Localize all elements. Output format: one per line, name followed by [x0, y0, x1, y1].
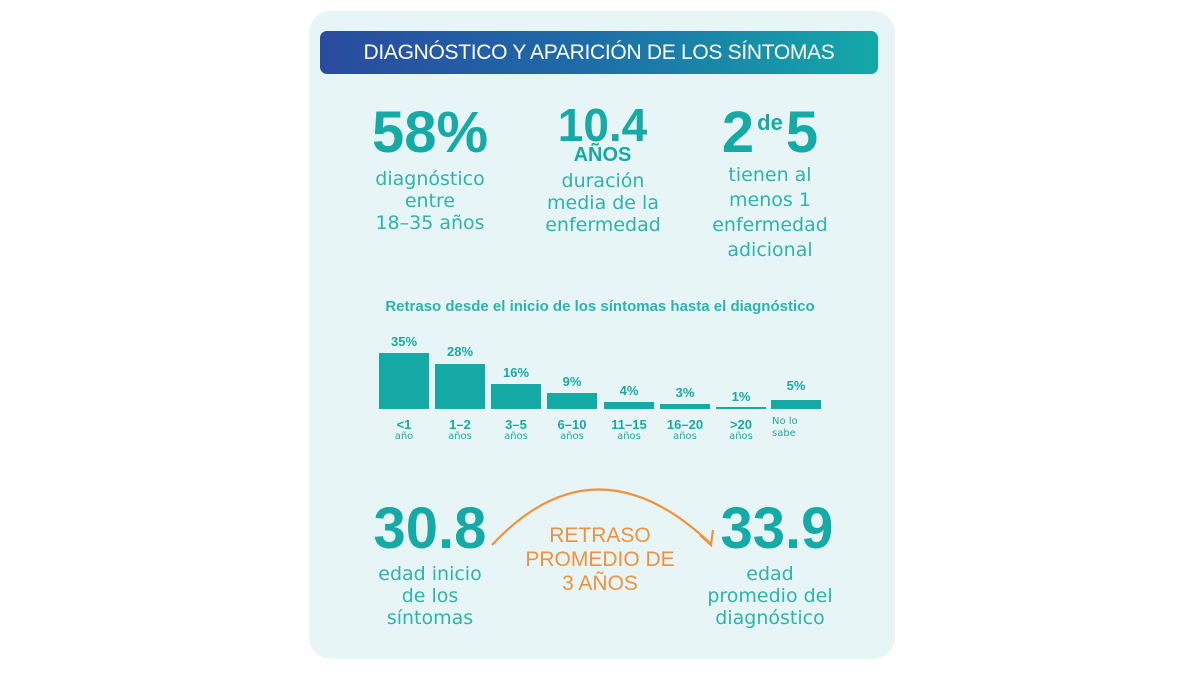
infographic-card: [309, 11, 895, 659]
arrow-icon: [491, 488, 715, 548]
bar-label: 11–15 años: [611, 417, 647, 442]
bar-label: 1–2 años: [448, 417, 472, 442]
stat-58-desc: diagnóstico entre 18–35 años: [375, 168, 485, 234]
diagnosis-age-desc: edad promedio del diagnóstico: [707, 563, 833, 629]
bar-label: No lo sabe: [772, 416, 798, 439]
bar-value: 5%: [786, 378, 806, 393]
header-title: DIAGNÓSTICO Y APARICIÓN DE LOS SÍNTOMAS: [363, 40, 835, 64]
bar-label: 6–10 años: [557, 417, 587, 442]
bar-3-5: [491, 384, 541, 409]
bar-value: 9%: [562, 374, 582, 389]
bar-1-2: [435, 364, 485, 409]
bar-value: 3%: [675, 385, 695, 400]
bar-value: 16%: [502, 365, 530, 380]
onset-age-value: 30.8: [373, 496, 487, 561]
bar-label: <1 año: [394, 417, 414, 442]
bar-lt1: [379, 353, 429, 409]
bar-no-lo-sabe: [771, 400, 821, 409]
bar-16-20: [660, 404, 710, 409]
bar-value: 35%: [390, 334, 418, 349]
stat-2-de-5: 2 de5: [721, 100, 819, 165]
onset-age-desc: edad inicio de los síntomas: [378, 563, 482, 629]
stat-10-4-desc: duración media de la enfermedad: [545, 170, 661, 236]
bar-value: 1%: [731, 389, 751, 404]
stat-2-de-5-desc: tienen al menos 1 enfermedad adicional: [712, 164, 828, 261]
bar-value: 28%: [446, 344, 474, 359]
stat-58-percent: 58%: [371, 100, 489, 165]
bar-6-10: [547, 393, 597, 409]
bar-value: 4%: [619, 383, 639, 398]
bar-label: 16–20 años: [666, 417, 704, 442]
bar-gt20: [716, 407, 766, 409]
average-delay-label: RETRASO PROMEDIO DE 3 AÑOS: [525, 524, 675, 595]
bar-label: >20 años: [729, 417, 753, 442]
stat-anos-unit: AÑOS: [573, 144, 632, 166]
stat-10-4: 10.4: [557, 99, 648, 151]
bar-label: 3–5 años: [504, 417, 528, 442]
chart-title: Retraso desde el inicio de los síntomas …: [385, 298, 815, 315]
bar-11-15: [604, 402, 654, 409]
header-banner: DIAGNÓSTICO Y APARICIÓN DE LOS SÍNTOMAS: [320, 31, 878, 74]
diagnosis-age-value: 33.9: [720, 496, 834, 561]
